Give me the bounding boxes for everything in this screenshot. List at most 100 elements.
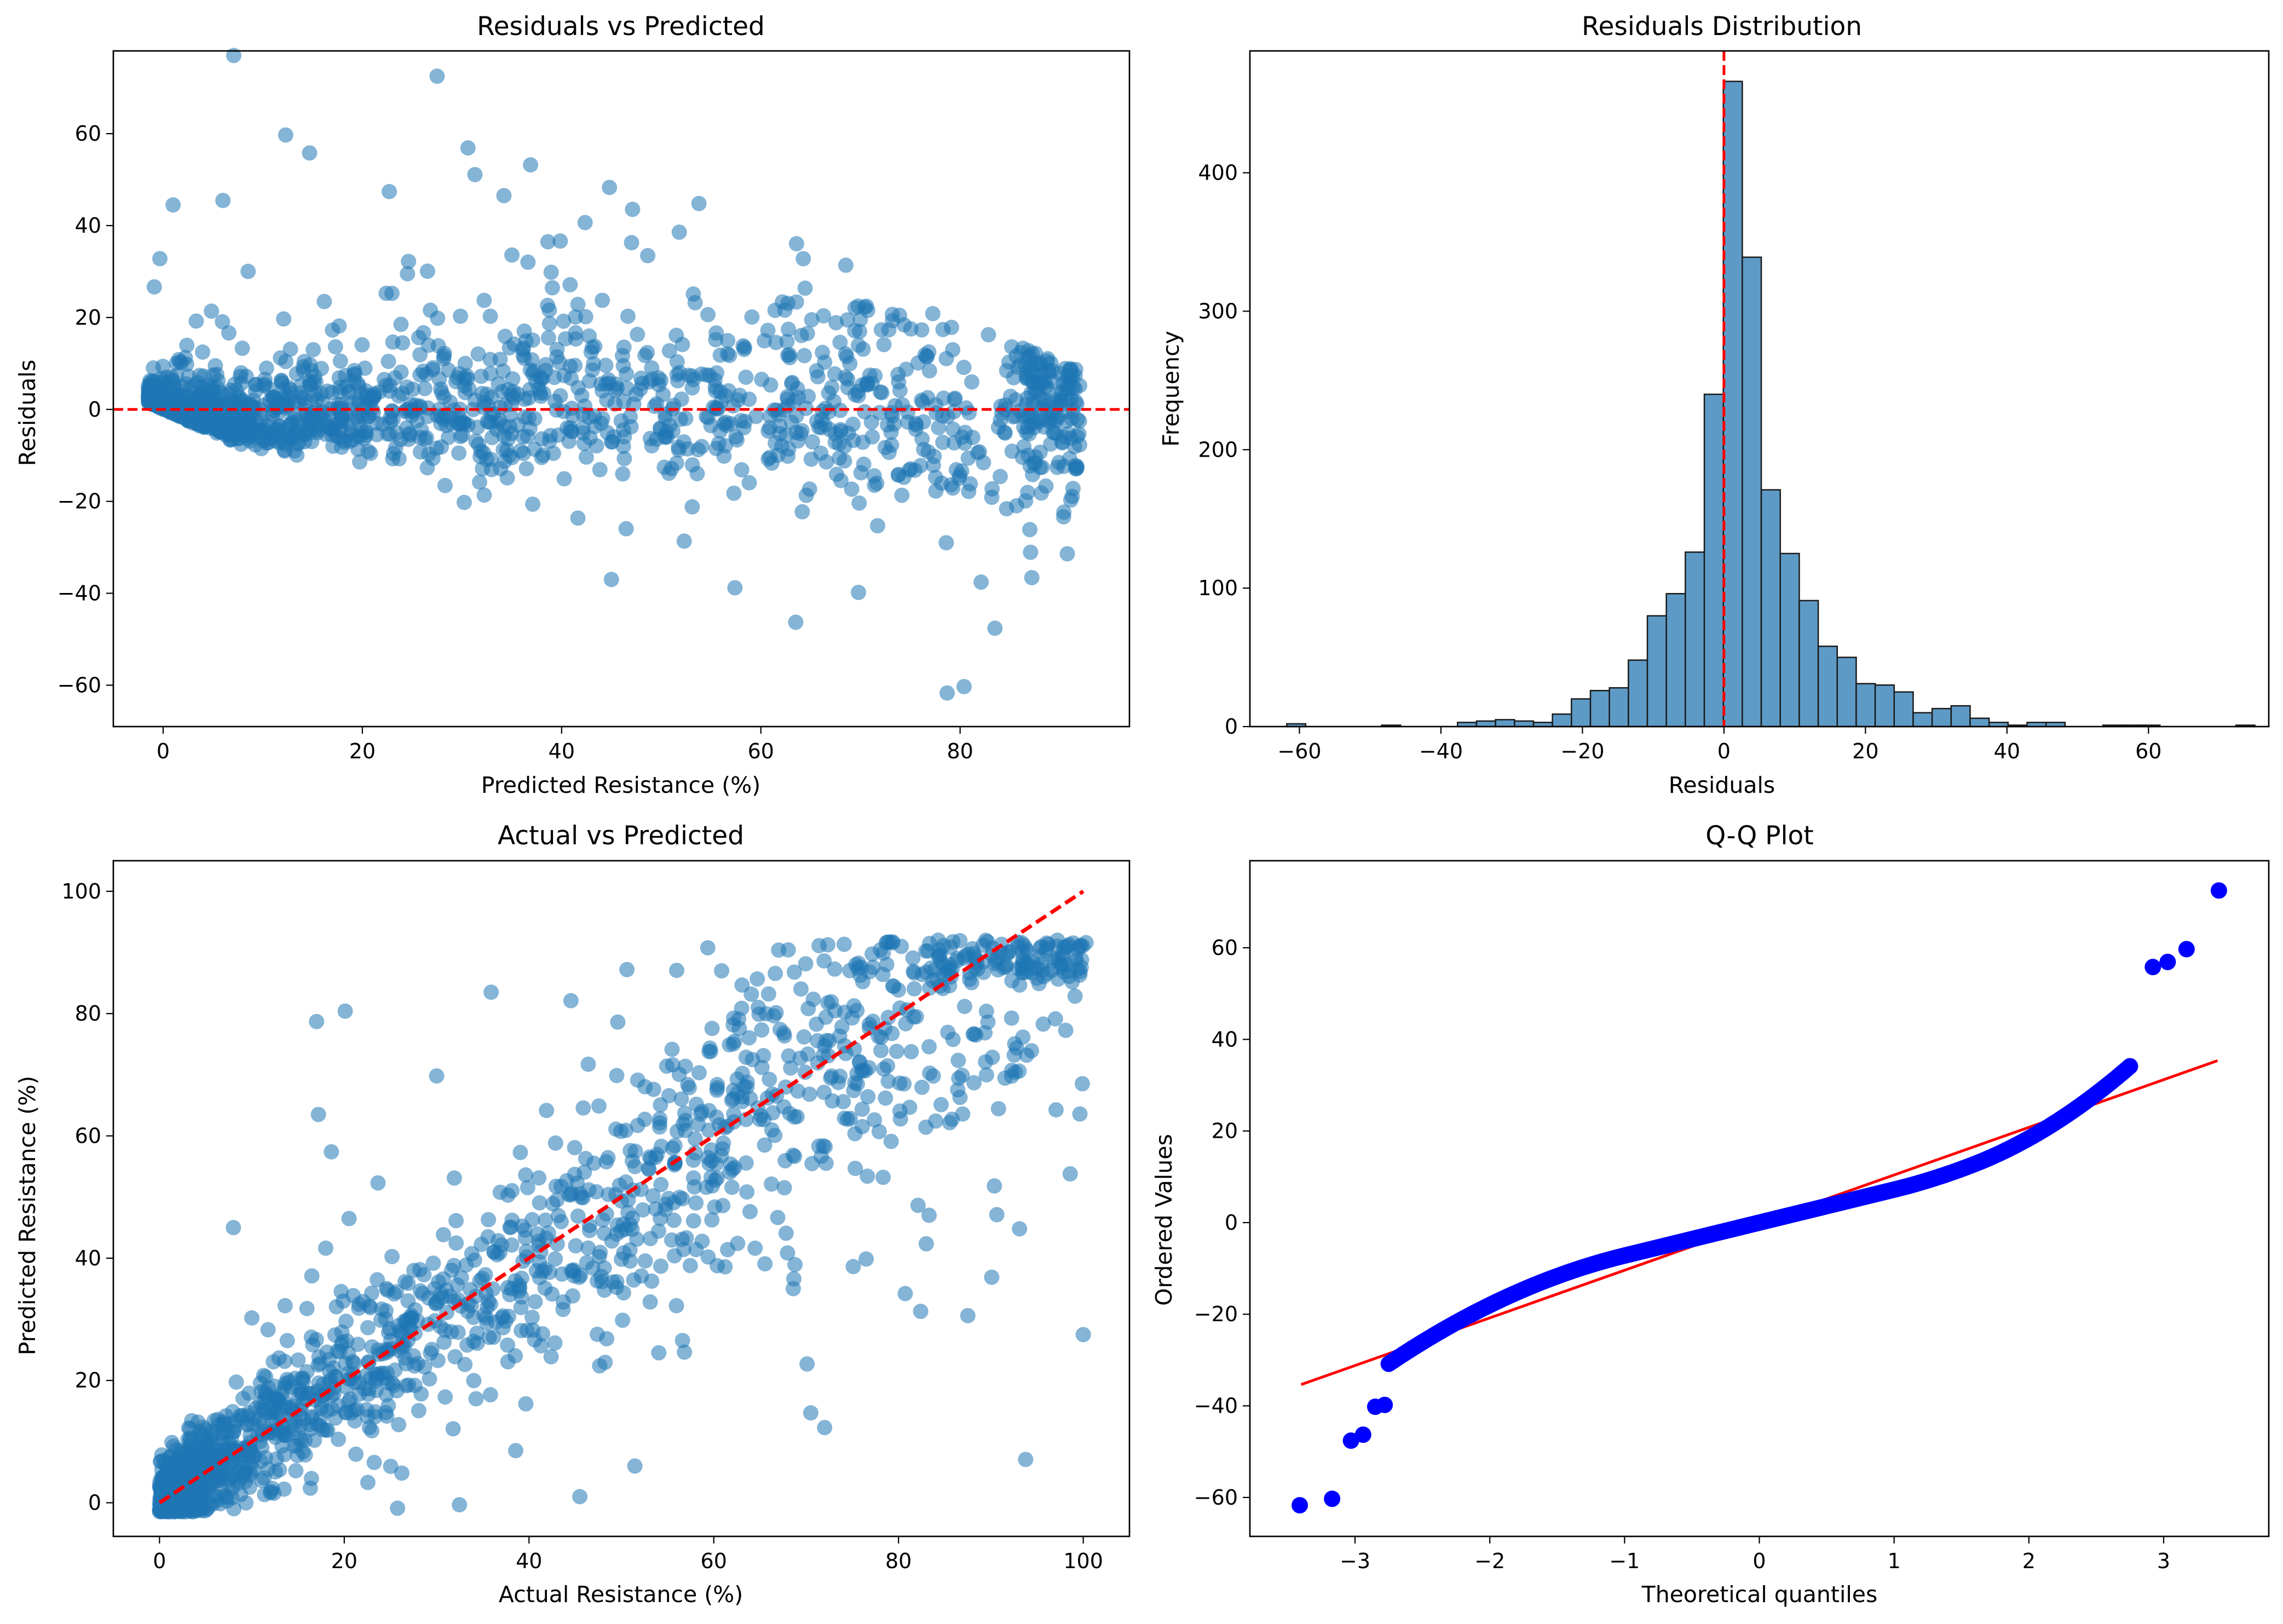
identity-reference-line (158, 889, 1085, 1505)
histogram-bar (1893, 691, 1914, 728)
scatter-point (645, 1188, 661, 1204)
histogram-bar (1589, 690, 1610, 728)
scatter-point (958, 400, 974, 416)
scatter-point (1050, 459, 1065, 475)
scatter-point (738, 369, 754, 385)
scatter-point (616, 1245, 632, 1261)
scatter-point (578, 449, 594, 465)
scatter-point (860, 1168, 875, 1184)
scatter-point (708, 1109, 724, 1125)
scatter-point (880, 1058, 896, 1074)
scatter-point (1062, 1166, 1078, 1182)
scatter-point (596, 1260, 612, 1276)
scatter-point (566, 1262, 582, 1278)
scatter-point (310, 409, 326, 425)
scatter-point (676, 533, 692, 549)
scatter-point (668, 327, 684, 343)
scatter-point (700, 307, 716, 323)
scatter-point (854, 1101, 870, 1117)
scatter-point (786, 964, 802, 980)
scatter-point (525, 496, 541, 512)
scatter-point (524, 1212, 540, 1228)
scatter-point (540, 330, 556, 345)
scatter-point (1068, 394, 1083, 410)
histogram-bar (1685, 551, 1705, 728)
scatter-point (429, 68, 445, 84)
histogram-bar (1703, 393, 1724, 728)
scatter-point (360, 1475, 376, 1490)
scatter-point (1027, 384, 1043, 400)
scatter-point (185, 1488, 201, 1504)
scatter-point (332, 353, 348, 369)
scatter-point (851, 584, 867, 600)
scatter-point (727, 580, 743, 596)
scatter-point (781, 1048, 797, 1064)
scatter-point (1056, 509, 1071, 525)
scatter-point (575, 1190, 591, 1206)
scatter-point (448, 1235, 464, 1251)
scatter-point (576, 1164, 592, 1180)
scatter-point (613, 1223, 629, 1239)
x-axis-label: Residuals (1669, 772, 1775, 798)
scatter-point (790, 1083, 806, 1099)
scatter-point (286, 443, 302, 459)
scatter-point (605, 1274, 621, 1290)
scatter-point (405, 381, 421, 397)
scatter-point (726, 485, 742, 501)
scatter-point (1075, 1327, 1091, 1343)
scatter-point (442, 394, 458, 410)
scatter-point (1052, 393, 1068, 409)
scatter-point (961, 483, 977, 499)
scatter-point (939, 964, 955, 980)
scatter-point (955, 1106, 971, 1122)
scatter-point (624, 235, 639, 251)
scatter-point (938, 350, 954, 366)
scatter-point (263, 1483, 279, 1499)
scatter-point (457, 378, 472, 394)
scatter-point (639, 344, 655, 360)
scatter-point (481, 1329, 497, 1345)
scatter-point (233, 365, 249, 381)
scatter-point (188, 1503, 204, 1519)
scatter-point (921, 1039, 937, 1055)
scatter-point (261, 381, 276, 396)
scatter-point (704, 1142, 719, 1158)
scatter-point (215, 1426, 230, 1442)
x-tick-label: 1 (1888, 1549, 1901, 1573)
scatter-point (1058, 1022, 1074, 1038)
scatter-point (669, 963, 685, 978)
scatter-point (624, 1153, 640, 1169)
scatter-point (725, 1036, 741, 1052)
scatter-point (742, 1091, 758, 1107)
scatter-point (708, 332, 724, 348)
scatter-point (946, 404, 962, 419)
scatter-point (471, 474, 487, 490)
scatter-point (855, 1063, 871, 1079)
scatter-point (280, 1400, 296, 1415)
scatter-point (577, 215, 593, 231)
scatter-point (1016, 419, 1031, 435)
y-tick-label: 60 (1212, 936, 1238, 960)
scatter-point (804, 1156, 820, 1172)
scatter-point (383, 1459, 399, 1475)
scatter-point (308, 1332, 324, 1347)
qq-point (1342, 1432, 1359, 1449)
scatter-point (905, 950, 921, 966)
scatter-point (795, 251, 811, 267)
scatter-point (368, 1366, 384, 1382)
scatter-point (541, 302, 557, 318)
scatter-point (748, 408, 764, 424)
scatter-point (472, 1273, 488, 1289)
scatter-point (578, 1150, 593, 1166)
scatter-point (1072, 378, 1088, 394)
scatter-point (1068, 361, 1083, 377)
scatter-point (931, 420, 947, 436)
scatter-point (890, 982, 906, 998)
scatter-point (716, 448, 732, 464)
scatter-point (760, 986, 776, 1002)
x-tick-label: 60 (701, 1549, 727, 1573)
scatter-point (906, 981, 922, 997)
scatter-point (570, 510, 586, 526)
scatter-point (775, 294, 791, 310)
x-tick-label: 0 (157, 739, 170, 763)
